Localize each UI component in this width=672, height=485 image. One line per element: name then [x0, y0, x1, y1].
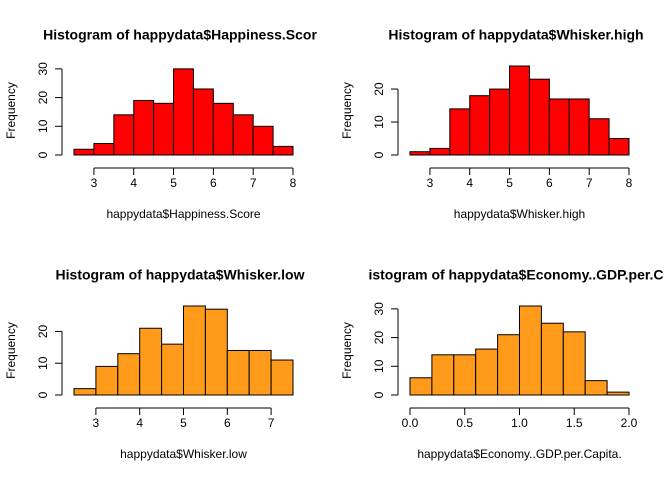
y-axis-label: Frequency — [340, 82, 354, 139]
x-tick-label: 6 — [546, 176, 553, 190]
x-tick-label: 0.0 — [402, 416, 419, 430]
panel: Histogram of happydata$Whisker.low happyd… — [4, 267, 304, 461]
bar — [469, 95, 491, 156]
x-tick-label: 8 — [626, 176, 633, 190]
bar — [608, 138, 630, 156]
y-tick-label: 0 — [36, 151, 50, 158]
x-tick-label: 0.5 — [456, 416, 473, 430]
panel: istogram of happydata$Economy..GDP.per.C… — [340, 267, 663, 461]
bar — [192, 88, 214, 156]
bar — [226, 350, 250, 396]
bar — [606, 391, 630, 396]
x-axis-label: happydata$Happiness.Score — [106, 207, 260, 221]
y-tick-label: 10 — [36, 119, 50, 133]
bar — [519, 305, 542, 396]
bar — [489, 88, 511, 156]
bar — [232, 114, 254, 156]
x-tick-label: 2.0 — [621, 416, 638, 430]
chart-title: Histogram of happydata$Whisker.low — [56, 267, 305, 283]
y-tick-label: 10 — [372, 115, 386, 129]
chart-title: istogram of happydata$Economy..GDP.per.C — [368, 267, 663, 283]
bar — [409, 151, 431, 156]
panel: Histogram of happydata$Happiness.Scor hap… — [4, 27, 317, 221]
x-tick-label: 4 — [466, 176, 473, 190]
bar — [270, 359, 294, 396]
bar — [453, 354, 477, 396]
y-tick-label: 0 — [372, 391, 386, 398]
bar — [133, 99, 155, 156]
x-tick-label: 5 — [170, 176, 177, 190]
x-tick-label: 7 — [250, 176, 257, 190]
y-tick-label: 20 — [372, 82, 386, 96]
bar — [540, 322, 564, 396]
bar — [431, 354, 455, 396]
bar — [161, 343, 185, 396]
x-tick-label: 4 — [130, 176, 137, 190]
x-tick-label: 8 — [290, 176, 297, 190]
panel: Histogram of happydata$Whisker.high happy… — [340, 27, 643, 221]
x-tick-label: 1.5 — [566, 416, 583, 430]
chart-title: Histogram of happydata$Whisker.high — [388, 27, 643, 43]
x-tick-label: 6 — [224, 416, 231, 430]
bar — [73, 148, 95, 156]
y-tick-label: 0 — [36, 391, 50, 398]
y-axis-label: Frequency — [340, 322, 354, 379]
x-tick-label: 7 — [268, 416, 275, 430]
x-tick-label: 4 — [136, 416, 143, 430]
x-tick-label: 7 — [586, 176, 593, 190]
bar — [588, 118, 610, 156]
bar — [584, 380, 608, 396]
bar — [568, 98, 590, 156]
x-tick-label: 3 — [93, 416, 100, 430]
bar — [409, 377, 433, 396]
bar — [252, 125, 274, 156]
bar — [548, 98, 570, 156]
y-tick-label: 20 — [372, 331, 386, 345]
bar — [173, 68, 194, 156]
bar — [95, 365, 119, 396]
bar — [204, 308, 228, 396]
bar — [183, 305, 206, 396]
x-tick-label: 6 — [210, 176, 217, 190]
x-axis-label: happydata$Whisker.low — [120, 447, 247, 461]
x-tick-label: 5 — [506, 176, 513, 190]
x-axis-label: happydata$Economy..GDP.per.Capita. — [417, 447, 621, 461]
chart-title: Histogram of happydata$Happiness.Scor — [43, 27, 317, 43]
y-axis-label: Frequency — [4, 322, 18, 379]
bar — [272, 145, 294, 156]
bar — [73, 388, 97, 396]
bar — [429, 147, 451, 156]
y-tick-label: 30 — [36, 62, 50, 76]
x-tick-label: 3 — [427, 176, 434, 190]
bar — [449, 108, 471, 156]
bar — [113, 114, 135, 156]
x-tick-label: 3 — [91, 176, 98, 190]
y-tick-label: 10 — [372, 359, 386, 373]
bar — [562, 331, 586, 396]
bar — [475, 348, 499, 396]
bar — [248, 350, 272, 396]
y-tick-label: 20 — [36, 91, 50, 105]
bar — [117, 353, 141, 396]
y-tick-label: 10 — [36, 356, 50, 370]
y-axis-label: Frequency — [4, 82, 18, 139]
x-axis-label: happydata$Whisker.high — [454, 207, 585, 221]
bar — [153, 102, 175, 156]
y-tick-label: 20 — [36, 324, 50, 338]
y-tick-label: 30 — [372, 302, 386, 316]
bar — [93, 143, 115, 156]
x-tick-label: 1.0 — [511, 416, 528, 430]
bar — [212, 102, 234, 156]
bar — [509, 65, 530, 156]
bar — [139, 327, 163, 396]
bar — [528, 78, 550, 156]
bar — [497, 334, 521, 396]
y-tick-label: 0 — [372, 151, 386, 158]
x-tick-label: 5 — [180, 416, 187, 430]
